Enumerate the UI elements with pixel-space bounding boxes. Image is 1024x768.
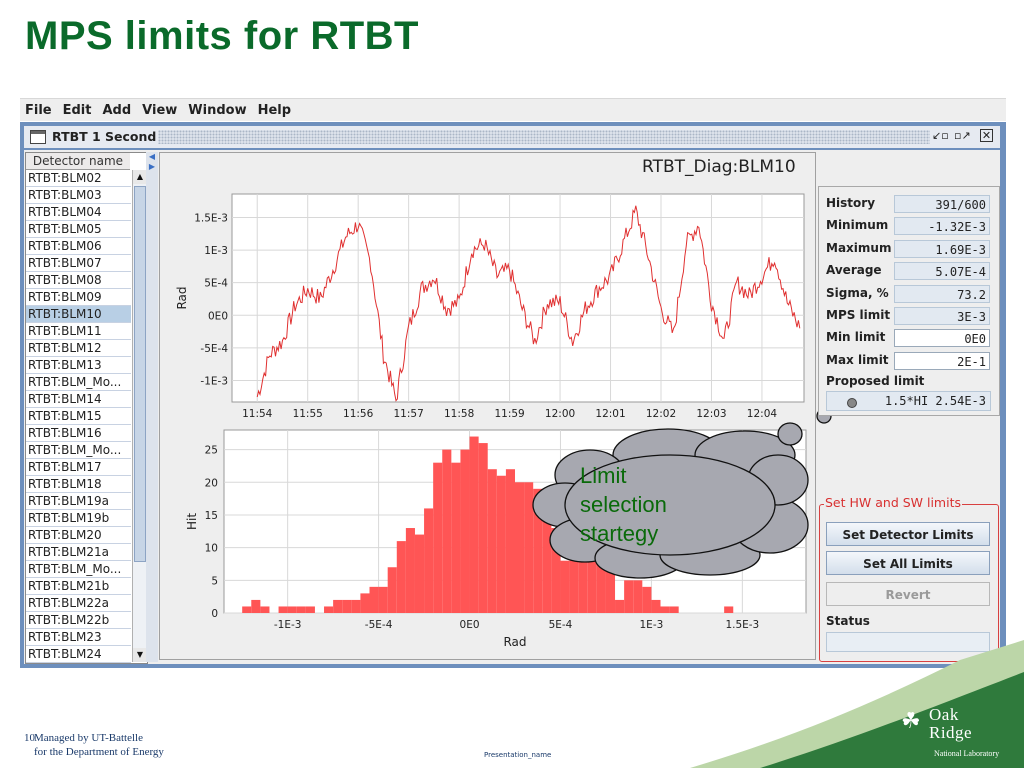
stat-value: 391/600	[894, 195, 990, 213]
detector-list-item[interactable]: RTBT:BLM07	[26, 255, 131, 272]
detector-list-item[interactable]: RTBT:BLM21a	[26, 544, 131, 561]
stat-value[interactable]: 0E0	[894, 329, 990, 347]
menu-help[interactable]: Help	[257, 103, 292, 118]
proposed-limit-label: Proposed limit	[826, 374, 925, 388]
radio-icon[interactable]	[847, 398, 857, 408]
detector-list-item[interactable]: RTBT:BLM_Mo...	[26, 561, 131, 578]
proposed-limit-option[interactable]: 1.5*HI 2.54E-3	[826, 391, 991, 411]
stat-label: Minimum	[826, 218, 889, 232]
stat-label: Sigma, %	[826, 286, 889, 300]
callout-line: Limit	[580, 463, 627, 488]
chevron-right-icon[interactable]: ▶	[148, 162, 156, 171]
detector-list-item[interactable]: RTBT:BLM16	[26, 425, 131, 442]
page-number: 10	[24, 732, 35, 744]
window-title: RTBT 1 Second	[52, 129, 157, 144]
ornl-logo: ☘ Oak Ridge	[901, 705, 973, 742]
hw-sw-limits-title: Set HW and SW limits	[824, 495, 962, 510]
detector-list-item[interactable]: RTBT:BLM19b	[26, 510, 131, 527]
detector-list-item[interactable]: RTBT:BLM_Mo...	[26, 374, 131, 391]
status-label: Status	[826, 614, 870, 628]
detector-list-item[interactable]: RTBT:BLM13	[26, 357, 131, 374]
detector-list-item[interactable]: RTBT:BLM23	[26, 629, 131, 646]
stat-value: -1.32E-3	[894, 217, 990, 235]
set-detector-limits-button[interactable]: Set Detector Limits	[826, 522, 990, 546]
titlebar-pattern	[158, 130, 930, 144]
stat-value[interactable]: 2E-1	[894, 352, 990, 370]
plot-panel	[159, 152, 816, 660]
menu-window[interactable]: Window	[188, 103, 247, 118]
detector-list-item[interactable]: RTBT:BLM06	[26, 238, 131, 255]
stat-label: Max limit	[826, 353, 889, 367]
scroll-up-icon[interactable]: ▲	[133, 170, 147, 184]
detector-list-item[interactable]: RTBT:BLM08	[26, 272, 131, 289]
detector-list-item[interactable]: RTBT:BLM10	[26, 306, 131, 323]
logo-line2: Ridge	[929, 723, 973, 742]
stat-label: History	[826, 196, 876, 210]
detector-list-item[interactable]: RTBT:BLM20	[26, 527, 131, 544]
detector-list-item[interactable]: RTBT:BLM04	[26, 204, 131, 221]
stat-value: 73.2	[894, 285, 990, 303]
scroll-down-icon[interactable]: ▼	[133, 648, 147, 662]
detector-list-item[interactable]: RTBT:BLM03	[26, 187, 131, 204]
logo-line1: Oak	[929, 705, 959, 724]
window-titlebar[interactable]: RTBT 1 Second ↙▫ ▫↗ ✕	[24, 126, 1000, 148]
detector-list-item[interactable]: RTBT:BLM22a	[26, 595, 131, 612]
minimize-icon[interactable]: ↙▫	[932, 129, 949, 142]
stat-label: Maximum	[826, 241, 892, 255]
stat-label: MPS limit	[826, 308, 891, 322]
leaf-icon: ☘	[901, 708, 922, 733]
stat-value: 1.69E-3	[894, 240, 990, 258]
list-rows: RTBT:BLM02 RTBT:BLM03 RTBT:BLM04 RTBT:BLM05…	[26, 170, 147, 663]
menu-view[interactable]: View	[142, 103, 178, 118]
stat-value: 3E-3	[894, 307, 990, 325]
set-all-limits-button[interactable]: Set All Limits	[826, 551, 990, 575]
detector-list-item[interactable]: RTBT:BLM11	[26, 323, 131, 340]
stat-label: Min limit	[826, 330, 886, 344]
detector-list-item[interactable]: RTBT:BLM12	[26, 340, 131, 357]
window-icon	[30, 130, 46, 144]
split-divider[interactable]: ◀ ▶	[146, 152, 158, 662]
proposed-limit-value: 1.5*HI 2.54E-3	[884, 394, 986, 408]
detector-list-item[interactable]: RTBT:BLM19a	[26, 493, 131, 510]
footer-text: 10 Managed by UT-Battelle for the Depart…	[24, 731, 164, 759]
presentation-name: Presentation_name	[484, 751, 552, 759]
detector-list-item[interactable]: RTBT:BLM02	[26, 170, 131, 187]
slide-title: MPS limits for RTBT	[25, 14, 419, 58]
stat-label: Average	[826, 263, 882, 277]
detector-list-item[interactable]: RTBT:BLM18	[26, 476, 131, 493]
callout-line: startegy	[580, 521, 659, 546]
detector-list-item[interactable]: RTBT:BLM17	[26, 459, 131, 476]
status-field	[826, 632, 990, 652]
stat-value: 5.07E-4	[894, 262, 990, 280]
plot-title: RTBT_Diag:BLM10	[642, 157, 796, 177]
detector-list-item[interactable]: RTBT:BLM_Mo...	[26, 442, 131, 459]
detector-list-item[interactable]: RTBT:BLM14	[26, 391, 131, 408]
chevron-left-icon[interactable]: ◀	[148, 152, 156, 161]
footer-line2: for the Department of Energy	[34, 746, 164, 758]
detector-list-item[interactable]: RTBT:BLM22b	[26, 612, 131, 629]
detector-list-item[interactable]: RTBT:BLM15	[26, 408, 131, 425]
list-scrollbar[interactable]: ▲ ▼	[132, 170, 147, 662]
menu-edit[interactable]: Edit	[62, 103, 92, 118]
detector-list-item[interactable]: RTBT:BLM21b	[26, 578, 131, 595]
footer-line1: Managed by UT-Battelle	[34, 732, 143, 744]
menu-bar: File Edit Add View Window Help	[20, 98, 1006, 121]
logo-line3: National Laboratory	[934, 749, 1000, 758]
detector-list-item[interactable]: RTBT:BLM05	[26, 221, 131, 238]
list-header[interactable]: Detector name	[26, 153, 130, 170]
detector-list-item[interactable]: RTBT:BLM24	[26, 646, 131, 663]
detector-list-item[interactable]: RTBT:BLM09	[26, 289, 131, 306]
callout-line: selection	[580, 492, 667, 517]
close-icon[interactable]: ✕	[980, 129, 993, 142]
revert-button[interactable]: Revert	[826, 582, 990, 606]
scroll-thumb[interactable]	[134, 186, 146, 562]
maximize-icon[interactable]: ▫↗	[954, 129, 971, 142]
menu-file[interactable]: File	[25, 103, 52, 118]
menu-add[interactable]: Add	[102, 103, 132, 118]
callout-text: Limit selection startegy	[580, 461, 667, 548]
detector-list[interactable]: Detector name RTBT:BLM02 RTBT:BLM03 RTBT:B…	[25, 152, 148, 664]
